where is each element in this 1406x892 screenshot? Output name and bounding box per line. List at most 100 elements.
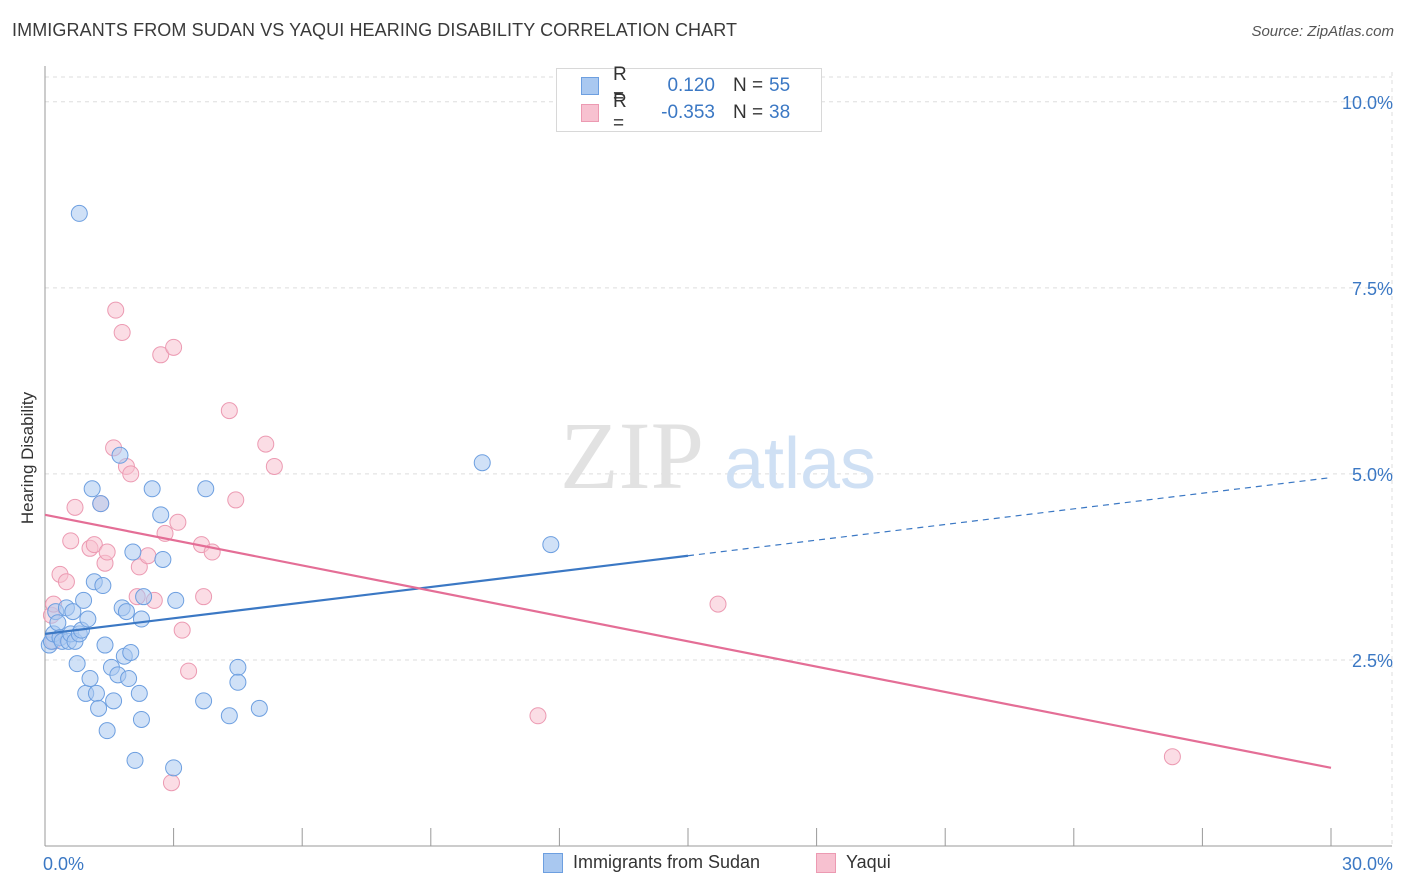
sudan-point xyxy=(132,610,150,628)
sudan-point xyxy=(167,591,185,609)
sudan-point xyxy=(473,454,491,472)
trend-lines xyxy=(44,477,1332,769)
sudan-point xyxy=(124,543,142,561)
sudan-point xyxy=(132,710,150,728)
sudan-point xyxy=(83,480,101,498)
sudan-point xyxy=(126,751,144,769)
sudan-point xyxy=(79,610,97,628)
legend-r-label: R = xyxy=(613,91,627,134)
sudan-point xyxy=(96,636,114,654)
x-tick-labels: 0.0% 30.0% xyxy=(43,854,1393,874)
sudan-point xyxy=(197,480,215,498)
sudan-point xyxy=(68,655,86,673)
axes xyxy=(44,66,1392,847)
sudan-point xyxy=(542,536,560,554)
yaqui-point xyxy=(529,707,547,725)
legend-r-value: -0.353 xyxy=(661,102,715,123)
legend-n-value: 38 xyxy=(769,102,791,123)
yaqui-point xyxy=(165,338,183,356)
bottom-legend-label-yaqui: Yaqui xyxy=(846,852,891,872)
legend-r-value: 0.120 xyxy=(667,75,715,96)
sudan-point xyxy=(105,692,123,710)
sudan-point xyxy=(195,692,213,710)
yaqui-point xyxy=(265,457,283,475)
legend-n-label: N = xyxy=(733,102,764,123)
yaqui-point xyxy=(162,774,180,792)
yaqui-point xyxy=(180,662,198,680)
yaqui-point xyxy=(709,595,727,613)
sudan-trend-line xyxy=(44,554,689,635)
yaqui-point xyxy=(173,621,191,639)
sudan-points xyxy=(40,204,560,777)
yaqui-point xyxy=(195,588,213,606)
y-tick-label: 2.5% xyxy=(1352,651,1393,671)
yaqui-point xyxy=(122,465,140,483)
yaqui-point xyxy=(1163,748,1181,766)
bottom-legend-sudan: Immigrants from Sudan xyxy=(543,852,760,873)
x-tick-label: 30.0% xyxy=(1342,854,1393,874)
yaqui-trend-line xyxy=(44,513,1332,769)
sudan-point xyxy=(130,684,148,702)
sudan-point xyxy=(92,495,110,513)
y-tick-label: 5.0% xyxy=(1352,465,1393,485)
sudan-point xyxy=(94,577,112,595)
watermark-zip: ZIP xyxy=(560,402,704,509)
sudan-point xyxy=(81,670,99,688)
bottom-legend-swatch-sudan xyxy=(543,852,563,873)
sudan-point xyxy=(143,480,161,498)
legend-row-sudan: R = 0.120 N = 55 xyxy=(581,64,791,107)
sudan-point xyxy=(87,684,105,702)
sudan-trend-extension xyxy=(687,477,1332,557)
sudan-point xyxy=(49,614,67,632)
watermark-atlas: atlas xyxy=(724,424,876,504)
sudan-point xyxy=(64,603,82,621)
sudan-point xyxy=(111,446,129,464)
bottom-legend-swatch-yaqui xyxy=(816,852,836,873)
yaqui-point xyxy=(66,498,84,516)
source-label: Source: ZipAtlas.com xyxy=(1251,23,1394,40)
sudan-point xyxy=(220,707,238,725)
yaqui-points xyxy=(42,301,1181,792)
yaqui-point xyxy=(169,513,187,531)
yaqui-point xyxy=(152,346,170,364)
yaqui-point xyxy=(220,402,238,420)
sudan-point xyxy=(154,550,172,568)
sudan-point xyxy=(122,644,140,661)
x-tick-label: 0.0% xyxy=(43,854,84,874)
sudan-point xyxy=(152,506,170,524)
y-tick-label: 7.5% xyxy=(1352,279,1393,299)
sudan-point xyxy=(229,658,247,676)
legend-n-label: N = xyxy=(733,75,764,96)
sudan-point xyxy=(70,204,88,222)
legend: R = 0.120 N = 55 R = -0.353 N = 38 xyxy=(556,64,822,134)
y-tick-labels: 2.5% 5.0% 7.5% 10.0% xyxy=(1342,93,1393,671)
gridlines xyxy=(45,72,1393,846)
legend-row-yaqui: R = -0.353 N = 38 xyxy=(581,91,791,134)
sudan-point xyxy=(117,603,135,621)
sudan-point xyxy=(98,722,116,740)
sudan-point xyxy=(135,588,153,606)
sudan-point xyxy=(90,699,108,717)
sudan-point xyxy=(250,699,268,717)
bottom-legend-label-sudan: Immigrants from Sudan xyxy=(573,852,761,872)
yaqui-point xyxy=(57,573,75,591)
chart-title: IMMIGRANTS FROM SUDAN VS YAQUI HEARING D… xyxy=(12,20,738,40)
yaqui-point xyxy=(85,536,103,554)
bottom-legend-yaqui: Yaqui xyxy=(816,852,891,873)
sudan-point xyxy=(229,673,247,691)
yaqui-point xyxy=(227,491,245,509)
yaqui-point xyxy=(257,435,275,453)
legend-swatch-yaqui xyxy=(581,104,599,122)
sudan-point xyxy=(120,670,138,688)
yaqui-point xyxy=(62,532,80,550)
legend-r-label: R = xyxy=(613,64,627,107)
yaqui-point xyxy=(98,543,116,561)
y-tick-label: 10.0% xyxy=(1342,93,1393,113)
legend-swatch-sudan xyxy=(581,77,599,95)
legend-n-value: 55 xyxy=(769,75,791,96)
sudan-point xyxy=(75,591,93,609)
yaqui-point xyxy=(139,547,157,565)
yaqui-point xyxy=(113,323,131,341)
sudan-point xyxy=(165,759,183,777)
